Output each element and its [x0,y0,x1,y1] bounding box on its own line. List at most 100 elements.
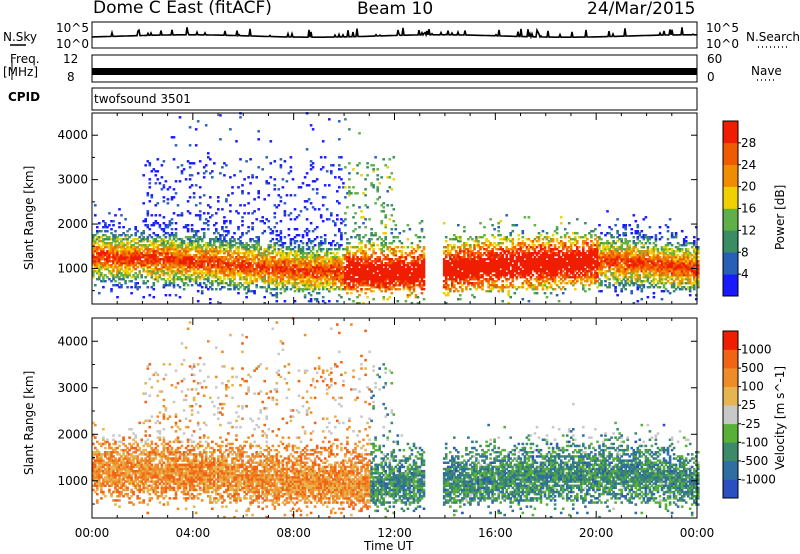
heatmap-cell [287,262,291,265]
heatmap-cell [334,274,337,277]
heatmap-cell [263,266,266,269]
heatmap-cell [336,258,339,261]
heatmap-cell [291,254,295,257]
heatmap-cell [202,222,206,225]
heatmap-cell [156,170,160,173]
heatmap-cell [152,264,156,267]
heatmap-cell [559,236,563,239]
heatmap-cell [285,286,289,289]
heatmap-cell [352,280,355,283]
heatmap-cell [227,274,230,277]
heatmap-cell [118,260,121,263]
heatmap-cell [265,256,268,259]
heatmap-cell [146,270,150,273]
heatmap-cell [110,260,113,263]
heatmap-cell [92,264,95,267]
heatmap-cell [354,274,357,277]
heatmap-cell [241,276,244,279]
heatmap-cell [186,278,190,281]
heatmap-cell [138,260,141,263]
heatmap-cell [469,278,472,281]
heatmap-cell [384,238,387,241]
heatmap-cell [408,286,412,289]
heatmap-cell [215,228,218,231]
heatmap-cell [204,124,208,127]
heatmap-cell [487,282,490,285]
heatmap-cell [241,262,244,265]
heatmap-cell [495,262,498,265]
heatmap-cell [493,270,496,273]
heatmap-cell [422,276,426,279]
heatmap-cell [372,282,375,285]
heatmap-cell [497,274,500,277]
heatmap-cell [213,264,216,267]
heatmap-cell [152,246,156,249]
heatmap-cell [370,286,373,289]
heatmap-cell [328,252,331,255]
heatmap-cell [495,274,498,277]
heatmap-cell [204,164,208,167]
heatmap-cell [120,252,123,255]
heatmap-cell [332,264,335,267]
heatmap-cell [565,262,569,265]
heatmap-cell [396,258,400,261]
heatmap-cell [118,238,121,241]
heatmap-cell [376,238,379,241]
heatmap-cell [477,236,480,239]
heatmap-cell [289,266,293,269]
heatmap-cell [533,278,537,281]
heatmap-cell [116,256,119,259]
heatmap-cell [444,284,448,287]
heatmap-cell [303,206,307,209]
heatmap-cell [305,284,309,287]
heatmap-cell [275,282,279,285]
heatmap-cell [273,272,277,275]
heatmap-cell [168,242,172,245]
heatmap-cell [539,250,543,253]
heatmap-cell [307,288,311,291]
heatmap-cell [507,294,510,297]
heatmap-cell [200,254,204,257]
heatmap-cell [463,248,466,251]
heatmap-cell [511,278,515,281]
heatmap-cell [174,192,178,195]
heatmap-cell [509,274,512,277]
heatmap-cell [491,270,494,273]
heatmap-cell [420,270,424,273]
heatmap-cell [277,252,281,255]
heatmap-cell [229,264,232,267]
heatmap-cell [336,266,339,269]
heatmap-cell [388,272,392,275]
heatmap-cell [317,256,321,259]
heatmap-cell [255,262,258,265]
heatmap-cell [319,280,323,283]
heatmap-cell [154,262,158,265]
heatmap-cell [281,256,285,259]
heatmap-cell [162,252,166,255]
heatmap-cell [392,272,396,275]
heatmap-cell [289,250,293,253]
heatmap-cell [219,138,222,141]
heatmap-cell [517,252,521,255]
heatmap-cell [166,278,170,281]
heatmap-cell [390,292,394,295]
heatmap-cell [360,250,363,253]
heatmap-cell [313,288,317,291]
heatmap-cell [120,286,123,289]
heatmap-cell [572,260,575,263]
heatmap-cell [420,276,424,279]
heatmap-cell [299,274,303,277]
heatmap-cell [406,276,410,279]
heatmap-cell [219,236,222,239]
heatmap-cell [303,260,307,263]
heatmap-cell [446,246,450,249]
heatmap-cell [245,260,248,263]
heatmap-cell [158,252,162,255]
heatmap-cell [416,268,420,271]
heatmap-cell [196,240,200,243]
heatmap-cell [273,258,277,261]
heatmap-cell [325,254,329,257]
heatmap-cell [386,268,389,271]
heatmap-cell [156,248,160,251]
heatmap-cell [267,248,271,251]
